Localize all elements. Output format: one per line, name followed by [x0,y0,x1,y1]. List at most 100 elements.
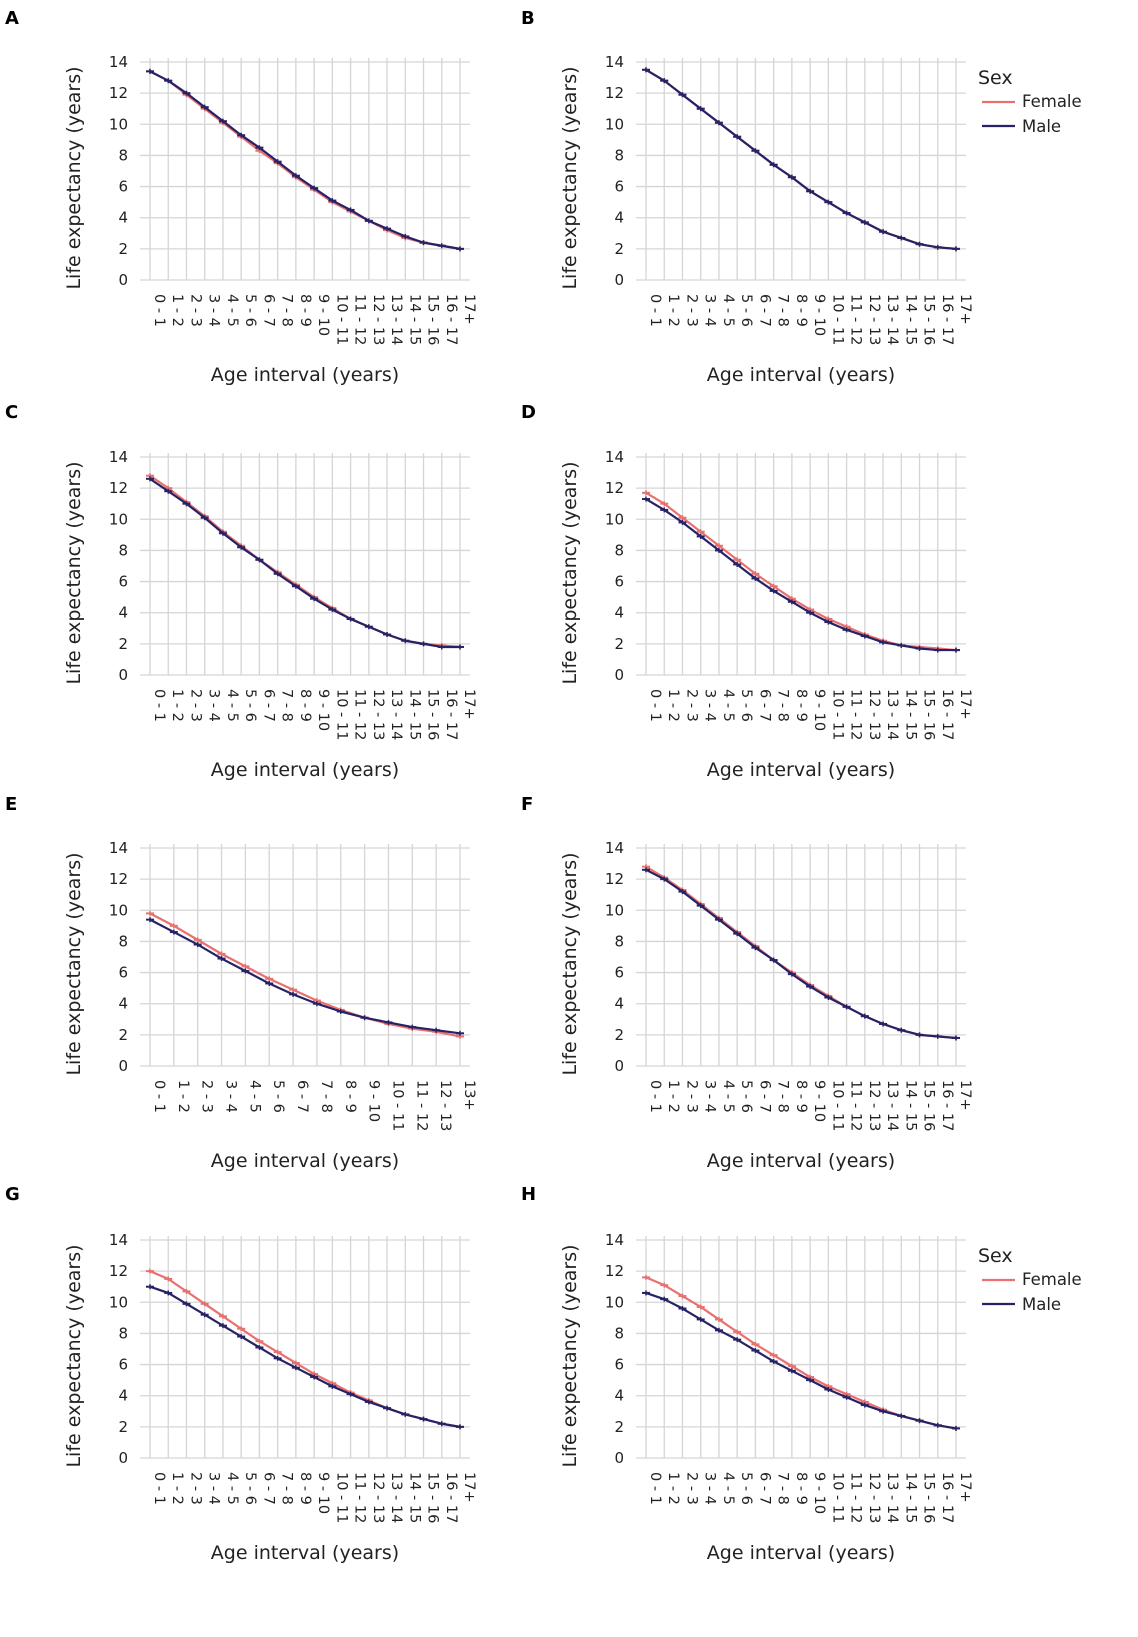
x-tick-label: 10 - 11 [829,689,845,740]
y-tick-label: 4 [118,604,128,622]
gridlines [636,58,966,281]
x-tick-label: 13 - 14 [388,1472,404,1523]
gridlines [636,844,966,1067]
x-tick-label: 4 - 5 [224,294,240,327]
x-tick-label: 2 - 3 [683,689,699,722]
y-axis-title: Life expectancy (years) [63,852,85,1075]
x-tick-label: 15 - 16 [921,689,937,740]
x-tick-label: 5 - 6 [738,1080,754,1113]
x-tick-label: 12 - 13 [866,294,882,345]
y-tick-label: 0 [118,1057,128,1075]
x-tick-label: 7 - 8 [318,1080,334,1113]
y-tick-label: 10 [109,1293,128,1311]
y-tick-label: 14 [605,448,624,466]
y-tick-label: 12 [109,479,128,497]
x-tick-label: 16 - 17 [443,689,459,740]
y-tick-label: 6 [614,178,624,196]
series-female [146,68,464,252]
series-male [146,476,464,650]
y-tick-label: 10 [109,901,128,919]
y-axis-title: Life expectancy (years) [559,66,581,289]
y-tick-label: 8 [614,1324,624,1342]
x-axis-title: Age interval (years) [707,1542,895,1564]
x-tick-label: 14 - 15 [406,1472,422,1523]
series-male [642,496,960,653]
y-tick-label: 4 [614,995,624,1013]
y-tick-label: 2 [118,1418,128,1436]
y-tick-label: 2 [614,240,624,258]
series-male [146,917,464,1036]
y-tick-label: 6 [118,1356,128,1374]
x-tick-label: 15 - 16 [921,294,937,345]
y-tick-label: 6 [118,178,128,196]
y-tick-label: 8 [118,541,128,559]
y-tick-label: 4 [118,209,128,227]
x-tick-label: 9 - 10 [811,1472,827,1514]
x-tick-label: 8 - 9 [793,294,809,327]
x-tick-label: 8 - 9 [793,1472,809,1505]
x-tick-label: 10 - 11 [829,294,845,345]
series-male [642,1290,960,1431]
y-tick-label: 10 [605,901,624,919]
x-tick-label: 2 - 3 [187,689,203,722]
x-tick-label: 0 - 1 [151,1080,167,1113]
y-tick-label: 0 [614,271,624,289]
y-tick-label: 2 [118,635,128,653]
x-tick-label: 14 - 15 [406,294,422,345]
x-axis-title: Age interval (years) [211,1542,399,1564]
x-tick-label: 9 - 10 [315,294,331,336]
legend-label-male: Male [1022,117,1061,136]
series-male [642,67,960,252]
x-tick-label: 17+ [461,1472,477,1503]
panel-label: G [5,1184,20,1205]
y-tick-label: 2 [614,1418,624,1436]
y-tick-label: 10 [109,115,128,133]
x-tick-label: 12 - 13 [437,1080,453,1131]
x-tick-label: 4 - 5 [246,1080,262,1113]
legend-label-female: Female [1022,1270,1082,1289]
x-tick-label: 9 - 10 [315,689,331,731]
x-tick-label: 8 - 9 [793,689,809,722]
x-tick-label: 11 - 12 [352,294,368,345]
x-tick-label: 16 - 17 [939,689,955,740]
x-tick-label: 4 - 5 [720,1472,736,1505]
x-tick-label: 10 - 11 [389,1080,405,1131]
x-tick-label: 15 - 16 [921,1080,937,1131]
x-tick-label: 16 - 17 [939,1472,955,1523]
x-tick-label: 17+ [461,689,477,720]
y-tick-label: 10 [605,1293,624,1311]
x-tick-label: 7 - 8 [279,1472,295,1505]
series-line-male [645,1291,957,1430]
y-tick-label: 8 [118,146,128,164]
y-tick-label: 6 [614,573,624,591]
x-tick-label: 16 - 17 [443,294,459,345]
x-tick-label: 2 - 3 [187,294,203,327]
x-tick-label: 11 - 12 [848,689,864,740]
y-tick-label: 12 [109,1262,128,1280]
y-tick-label: 10 [605,510,624,528]
x-tick-label: 2 - 3 [683,294,699,327]
x-tick-label: 3 - 4 [702,1080,718,1113]
y-tick-label: 10 [109,510,128,528]
series-line-male [149,1285,461,1428]
x-tick-label: 17+ [957,689,973,720]
x-tick-label: 13+ [461,1080,477,1111]
x-tick-label: 15 - 16 [425,294,441,345]
y-tick-label: 8 [118,1324,128,1342]
y-tick-label: 0 [118,271,128,289]
x-tick-label: 3 - 4 [206,689,222,722]
x-tick-label: 6 - 7 [260,1472,276,1505]
panel-label: B [521,8,535,29]
series-female [642,864,960,1041]
y-tick-label: 0 [614,1449,624,1467]
y-tick-label: 4 [614,604,624,622]
series-line-female [149,912,461,1038]
x-tick-label: 2 - 3 [199,1080,215,1113]
x-tick-label: 11 - 12 [413,1080,429,1131]
x-tick-label: 12 - 13 [866,1080,882,1131]
x-axis-title: Age interval (years) [211,364,399,386]
x-tick-label: 8 - 9 [297,1472,313,1505]
x-tick-label: 16 - 17 [939,1080,955,1131]
